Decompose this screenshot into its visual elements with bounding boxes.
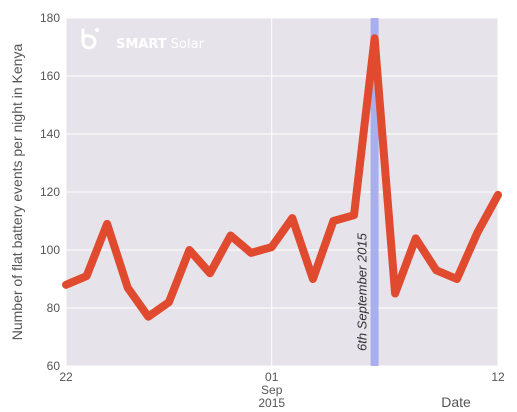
data-point xyxy=(86,275,88,277)
data-point xyxy=(332,220,334,222)
data-point xyxy=(168,301,170,303)
data-point xyxy=(415,237,417,239)
data-point xyxy=(497,194,499,196)
y-axis-label: Number of flat battery events per night … xyxy=(9,44,25,341)
data-point xyxy=(353,214,355,216)
data-point xyxy=(394,293,396,294)
data-point xyxy=(188,249,190,251)
series-lines xyxy=(62,34,502,321)
data-point xyxy=(291,217,293,219)
y-tick-label: 80 xyxy=(47,301,61,315)
series-line xyxy=(62,34,502,321)
data-point xyxy=(106,223,108,225)
brand-name-light: Solar xyxy=(171,37,205,52)
data-point xyxy=(476,232,478,234)
x-tick-label: 22 xyxy=(59,370,73,384)
x-tick-sublabel: 2015 xyxy=(258,396,285,410)
data-point xyxy=(127,287,129,289)
brand-watermark: SMART Solar xyxy=(81,28,205,52)
y-tick-label: 120 xyxy=(40,185,60,199)
x-tick-label: 12 xyxy=(491,370,505,384)
data-point xyxy=(65,284,67,286)
data-point xyxy=(456,278,458,280)
data-point xyxy=(230,235,232,236)
annotation-label: 6th September 2015 xyxy=(355,232,370,351)
data-point xyxy=(435,269,437,271)
svg-text:SMART Solar: SMART Solar xyxy=(116,37,205,52)
y-tick-label: 100 xyxy=(40,243,60,257)
b-logo-icon xyxy=(81,28,99,50)
y-tick-label: 60 xyxy=(47,359,61,373)
x-tick-sublabel: Sep xyxy=(261,383,283,397)
y-tick-label: 160 xyxy=(40,69,60,83)
data-point xyxy=(147,316,149,318)
y-tick-label: 140 xyxy=(40,127,60,141)
x-tick-label: 01 xyxy=(265,370,279,384)
x-axis-label: Date xyxy=(441,394,471,410)
y-tick-labels: 60 80 100 120 140 160 180 xyxy=(40,11,60,373)
annotation-labels: 6th September 2015 xyxy=(355,232,370,351)
data-point xyxy=(209,272,211,274)
data-point xyxy=(250,252,252,254)
data-point xyxy=(312,278,314,280)
brand-name-bold: SMART xyxy=(116,37,167,52)
y-tick-label: 180 xyxy=(40,11,60,25)
data-point xyxy=(374,37,376,39)
data-point xyxy=(271,246,273,248)
